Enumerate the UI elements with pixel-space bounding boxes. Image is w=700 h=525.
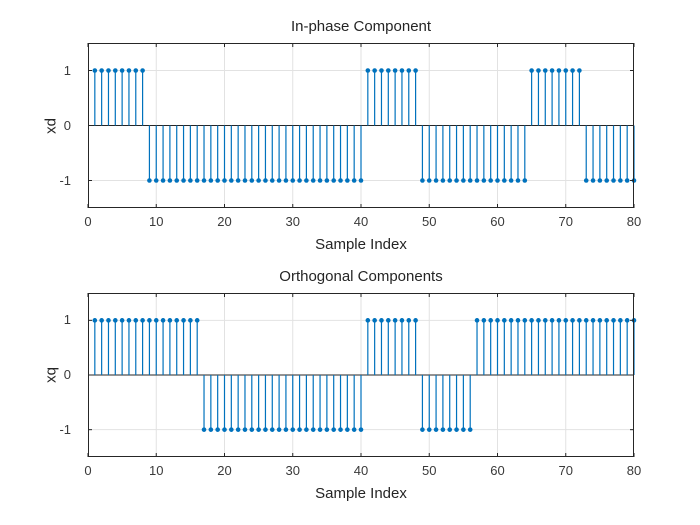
x-tick-label: 60 — [490, 214, 505, 229]
x-tick-label: 50 — [422, 463, 437, 478]
x-tick-labels: 0 10 20 30 40 50 60 70 80 — [84, 457, 641, 481]
x-tick-label: 70 — [558, 214, 573, 229]
plot-title: In-phase Component — [290, 18, 432, 35]
x-tick-label: 40 — [353, 463, 369, 478]
x-tick-label: 50 — [422, 214, 437, 229]
y-tick-label: 1 — [63, 62, 71, 78]
y-tick-label: 0 — [63, 367, 71, 382]
plot-title: Orthogonal Components — [279, 268, 443, 285]
x-axis-label: Sample Index — [315, 236, 407, 253]
x-tick-label: 0 — [84, 214, 92, 229]
x-tick-label: 20 — [217, 214, 232, 229]
x-tick-label: 0 — [84, 463, 92, 478]
x-tick-label: 30 — [285, 463, 300, 478]
x-tick-label: 10 — [149, 463, 164, 478]
x-tick-label: 10 — [149, 214, 164, 229]
x-tick-label: 60 — [490, 463, 505, 478]
x-tick-label: 80 — [626, 214, 642, 229]
top-axes-in-phase: In-phase Component xd -1 0 1 0 10 20 30 40 50 60… — [43, 18, 642, 253]
y-tick-label: 0 — [63, 117, 71, 133]
stem-plot — [87, 43, 637, 208]
x-axis-label: Sample Index — [315, 485, 407, 502]
x-tick-label: 40 — [353, 214, 369, 229]
y-tick-labels: -1 0 1 — [48, 43, 80, 208]
x-tick-label: 20 — [217, 463, 232, 478]
x-tick-label: 70 — [558, 463, 573, 478]
y-tick-label: -1 — [59, 421, 71, 437]
x-tick-label: 80 — [626, 463, 642, 478]
x-tick-label: 30 — [285, 214, 300, 229]
y-tick-label: 1 — [63, 312, 71, 328]
y-tick-label: -1 — [59, 172, 71, 188]
x-tick-labels: 0 10 20 30 40 50 60 70 80 — [84, 208, 641, 232]
y-tick-labels: -1 0 1 — [48, 293, 80, 457]
stem-plot — [87, 293, 637, 457]
bottom-axes-orthogonal: Orthogonal Components xq -1 0 1 0 10 20 30 40 5… — [43, 268, 642, 502]
